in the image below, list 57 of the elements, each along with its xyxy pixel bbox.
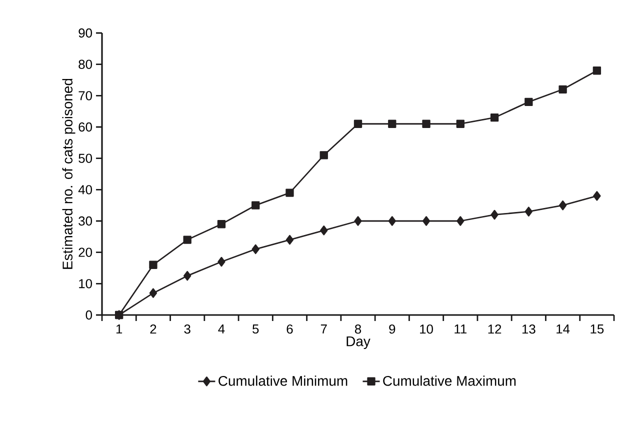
x-tick-label: 2 xyxy=(150,324,156,334)
x-axis-title: Day xyxy=(346,336,370,350)
x-tick-label: 3 xyxy=(184,324,190,334)
point xyxy=(183,270,192,281)
x-tick-label: 12 xyxy=(488,324,502,334)
point xyxy=(320,151,328,160)
point xyxy=(490,114,499,122)
y-tick-label: 30 xyxy=(78,216,92,226)
point xyxy=(286,188,294,197)
y-tick-label: 0 xyxy=(86,310,92,320)
y-tick-label: 20 xyxy=(78,248,92,257)
legend-label: Cumulative Maximum xyxy=(383,376,516,386)
point xyxy=(252,201,260,210)
point xyxy=(524,206,533,216)
x-tick-label: 9 xyxy=(389,324,396,334)
x-tick-label: 8 xyxy=(354,324,362,334)
point xyxy=(524,98,533,106)
x-tick-label: 6 xyxy=(286,324,293,334)
y-tick-label: 80 xyxy=(78,60,92,69)
point xyxy=(149,260,158,269)
point xyxy=(218,256,226,267)
point xyxy=(286,234,294,245)
point xyxy=(354,120,362,128)
point xyxy=(593,191,601,201)
y-tick-label: 90 xyxy=(78,28,92,38)
y-tick-label: 10 xyxy=(79,279,92,288)
point xyxy=(456,120,464,128)
x-tick-label: 5 xyxy=(252,324,259,334)
point xyxy=(490,210,498,220)
point xyxy=(354,216,362,226)
x-tick-label: 10 xyxy=(420,324,433,334)
point xyxy=(388,216,396,226)
x-tick-label: 11 xyxy=(454,324,467,334)
y-tick-label: 40 xyxy=(78,185,92,194)
point xyxy=(388,120,396,128)
point xyxy=(183,236,192,244)
point xyxy=(217,220,226,228)
point xyxy=(558,85,567,94)
point xyxy=(558,200,567,210)
point xyxy=(422,120,430,128)
y-tick-label: 70 xyxy=(78,91,92,100)
x-tick-label: 4 xyxy=(218,324,225,334)
y-tick-label: 60 xyxy=(78,122,92,132)
y-tick-label: 50 xyxy=(78,154,92,163)
y-axis-title: Estimated no. of cats poisoned xyxy=(62,78,76,269)
x-tick-label: 15 xyxy=(590,324,604,334)
point xyxy=(422,216,430,226)
point xyxy=(592,66,602,75)
x-tick-label: 13 xyxy=(522,324,536,334)
point xyxy=(320,226,328,236)
x-tick-label: 7 xyxy=(320,324,327,334)
point xyxy=(456,216,464,226)
x-tick-label: 14 xyxy=(556,324,570,334)
x-tick-label: 1 xyxy=(116,324,122,334)
legend-label: Cumulative Minimum xyxy=(218,376,348,386)
point xyxy=(149,288,158,298)
point xyxy=(252,244,260,254)
